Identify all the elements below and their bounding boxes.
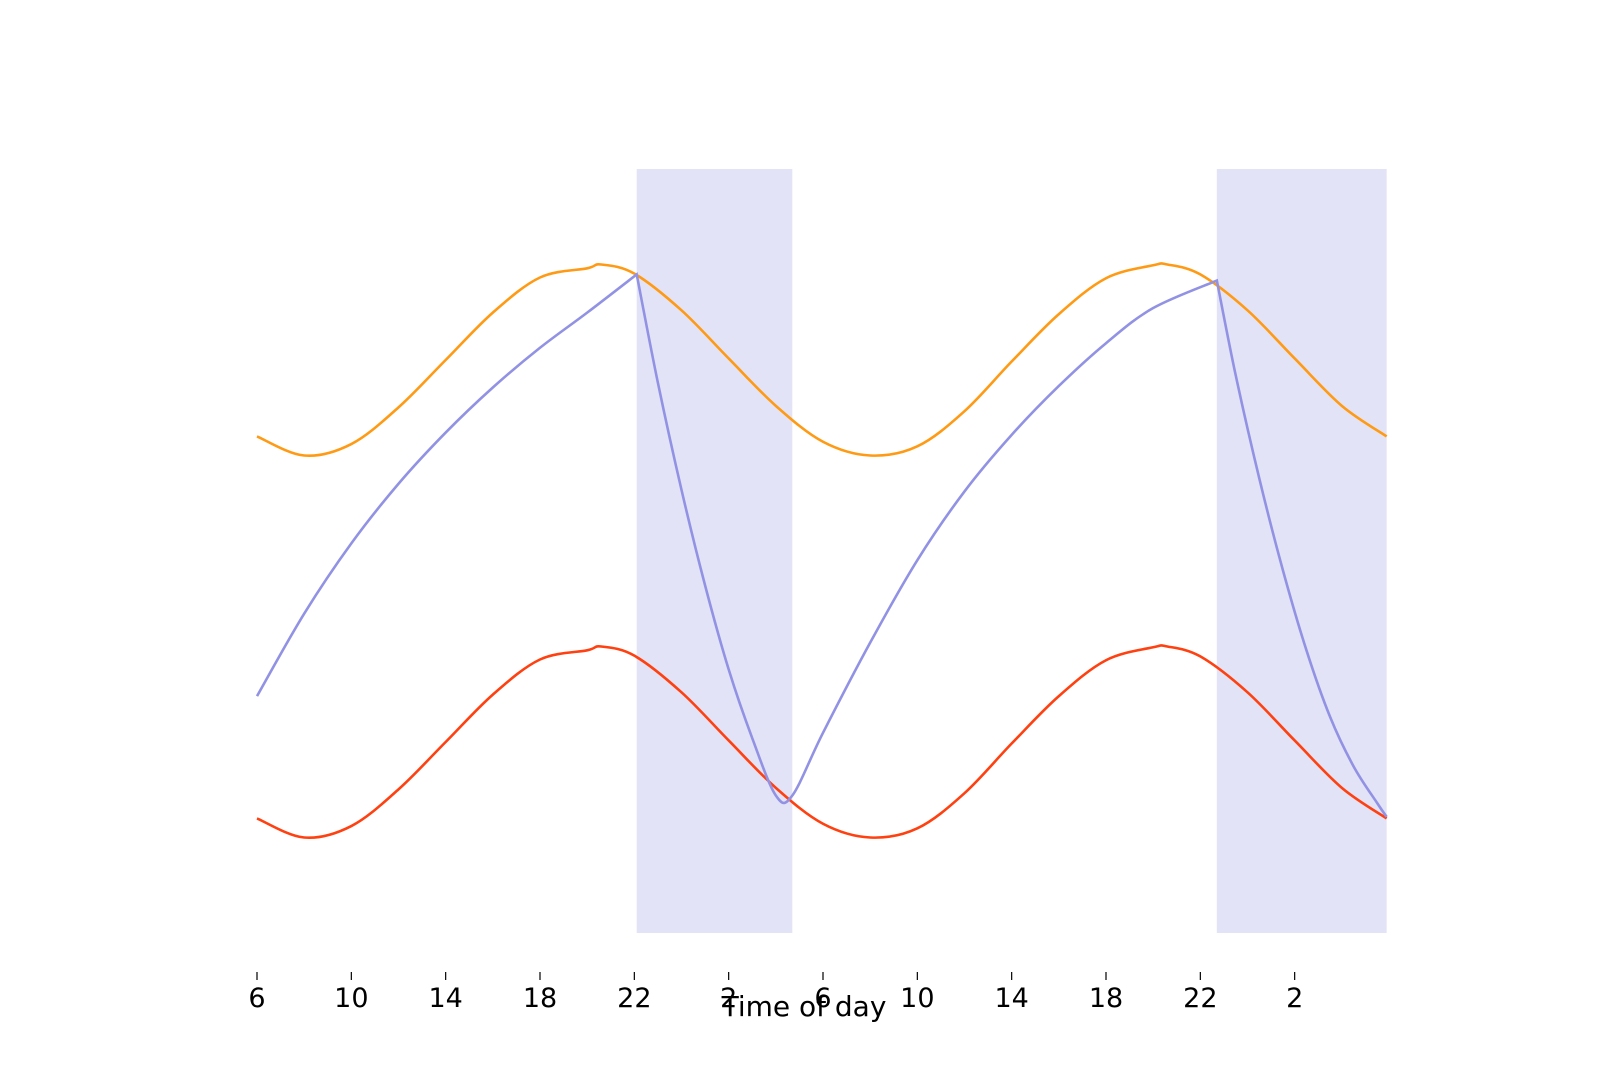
x-tick-label: 6 — [814, 983, 831, 1014]
x-tick-label: 2 — [720, 983, 737, 1014]
x-tick-label: 10 — [900, 983, 934, 1014]
x-tick-label: 14 — [428, 983, 462, 1014]
x-tick-label: 14 — [994, 983, 1028, 1014]
shaded-region-2 — [1216, 169, 1387, 933]
x-axis: 6 10 14 18 22 2 6 10 14 18 22 2 — [248, 972, 1303, 1014]
shaded-region-1 — [636, 169, 793, 933]
x-tick-label: 6 — [248, 983, 265, 1014]
series-line-orange — [256, 262, 1388, 458]
shaded-regions — [636, 169, 1387, 933]
x-tick-label: 22 — [1183, 983, 1217, 1014]
series-lines — [255, 262, 1388, 840]
x-axis-label: Time of day — [721, 990, 887, 1023]
x-tick-label: 22 — [617, 983, 651, 1014]
x-tick-label: 2 — [1286, 983, 1303, 1014]
x-tick-label: 10 — [334, 983, 368, 1014]
series-line-purple — [255, 272, 1388, 818]
x-tick-label: 18 — [1089, 983, 1123, 1014]
x-tick-label: 18 — [523, 983, 557, 1014]
series-line-red — [256, 644, 1388, 840]
